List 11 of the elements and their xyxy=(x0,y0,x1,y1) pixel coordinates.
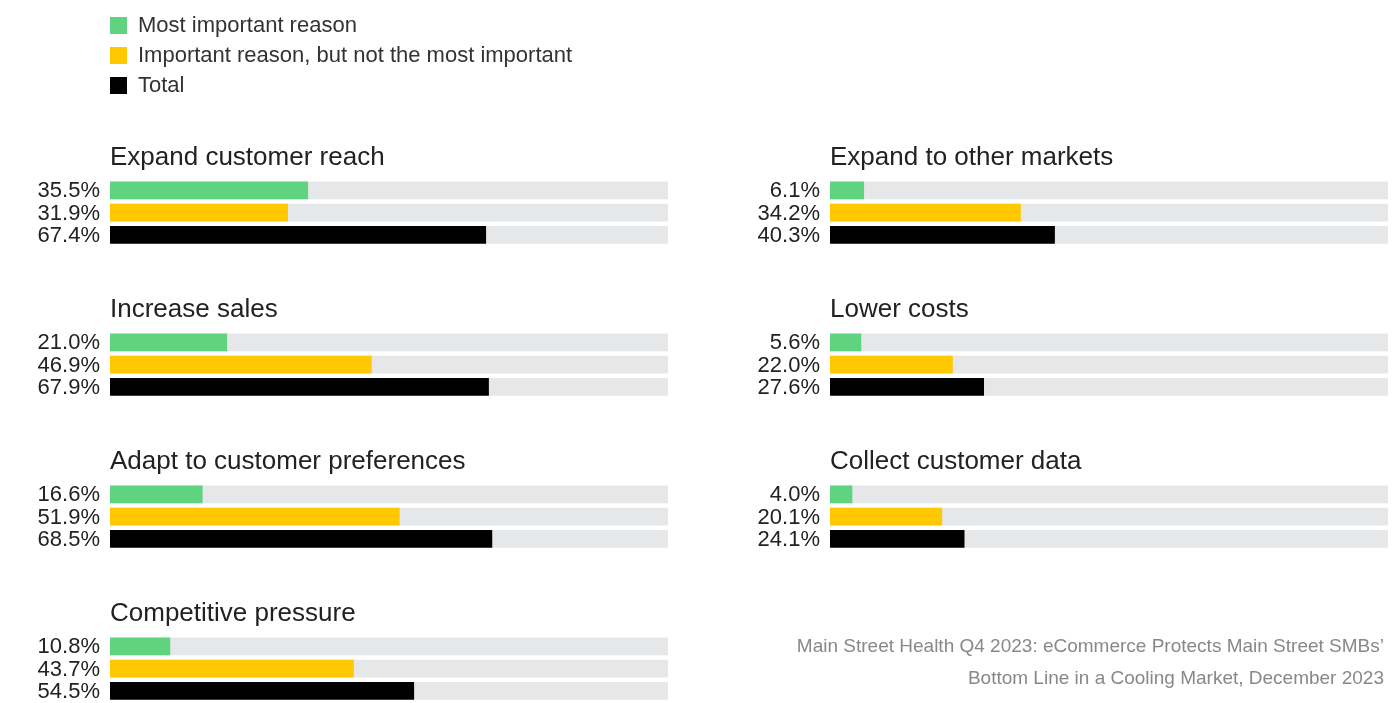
chart-title: Competitive pressure xyxy=(110,596,356,627)
text: Main Street Health Q4 2023: eCommerce Protects Main Street SMBs’ Bottom Line in a Cooling Market, December 2023 xyxy=(795,634,1384,690)
chart-title: Collect customer data xyxy=(830,444,1082,475)
legend-label: Total xyxy=(138,72,185,98)
chart-title: Increase sales xyxy=(110,292,278,323)
chart-title: Expand to other markets xyxy=(830,140,1114,171)
legend-label: Important reason, but not the most important xyxy=(138,42,573,68)
chart-title: Adapt to customer preferences xyxy=(110,444,466,475)
legend-label: Most important reason xyxy=(138,12,357,38)
chart-title: Lower costs xyxy=(830,292,969,323)
chart-title: Expand customer reach xyxy=(110,140,385,171)
